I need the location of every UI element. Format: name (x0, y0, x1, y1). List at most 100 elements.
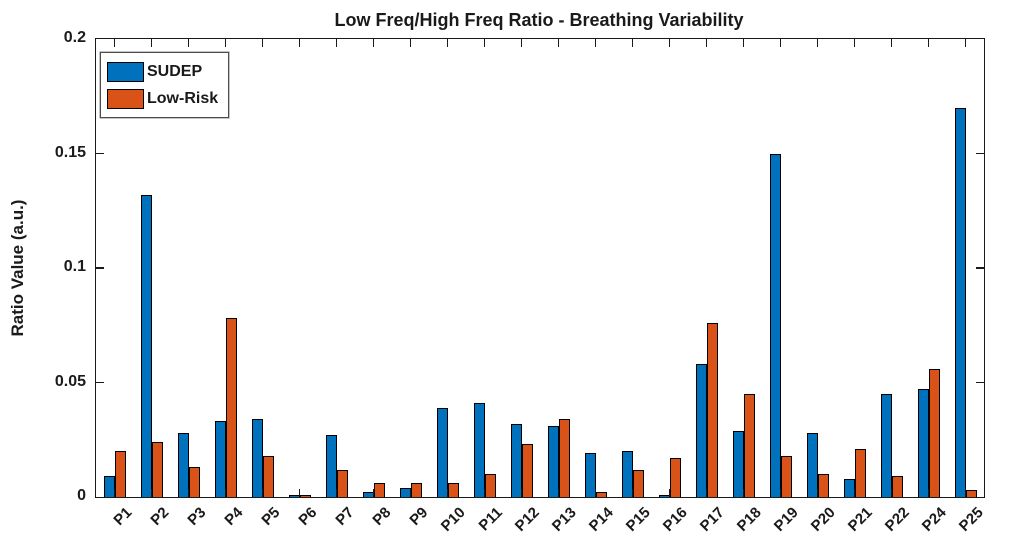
bar-sudep-p12 (510, 424, 522, 497)
x-tick-mark (150, 39, 153, 47)
x-tick-mark (668, 39, 671, 47)
bar-lowrisk-p16 (669, 458, 681, 497)
bar-sudep-p25 (954, 108, 966, 497)
x-tick-mark (631, 39, 634, 47)
bar-sudep-p4 (214, 421, 226, 497)
x-tick-mark (298, 489, 301, 497)
legend: SUDEP Low-Risk (100, 52, 230, 118)
x-tick-label-p16: P16 (659, 504, 691, 535)
x-tick-mark (224, 489, 227, 497)
bar-sudep-p2 (140, 195, 152, 497)
x-tick-mark (372, 39, 375, 47)
y-tick-mark (976, 381, 984, 384)
x-tick-mark (779, 489, 782, 497)
y-tick-mark (96, 381, 104, 384)
y-tick-label-0p15: 0.15 (54, 143, 86, 161)
x-tick-mark (187, 489, 190, 497)
x-tick-mark (150, 489, 153, 497)
legend-swatch-sudep (107, 61, 144, 82)
x-tick-label-p9: P9 (406, 504, 432, 530)
x-tick-label-p7: P7 (332, 504, 358, 530)
chart-title: Low Freq/High Freq Ratio - Breathing Var… (334, 10, 744, 30)
x-tick-label-p13: P13 (548, 504, 580, 535)
x-tick-mark (446, 39, 449, 47)
x-tick-label-p17: P17 (696, 504, 728, 535)
bar-sudep-p14 (584, 453, 596, 497)
y-tick-label-0p2: 0.2 (63, 29, 86, 46)
x-tick-mark (335, 39, 338, 47)
x-tick-label-p11: P11 (475, 504, 506, 535)
bar-lowrisk-p18 (743, 394, 755, 497)
x-tick-mark (964, 39, 967, 47)
x-tick-mark (668, 489, 671, 497)
bar-lowrisk-p10 (447, 483, 459, 497)
bar-lowrisk-p22 (891, 476, 903, 497)
x-tick-label-p6: P6 (295, 504, 321, 530)
x-tick-mark (298, 39, 301, 47)
bar-sudep-p21 (843, 479, 855, 497)
x-tick-mark (483, 489, 486, 497)
bar-lowrisk-p6 (299, 495, 311, 497)
bar-lowrisk-p13 (558, 419, 570, 497)
bar-sudep-p7 (325, 435, 337, 497)
x-tick-mark (890, 39, 893, 47)
x-tick-mark (890, 489, 893, 497)
x-tick-mark (853, 39, 856, 47)
x-tick-label-p4: P4 (221, 504, 247, 530)
x-tick-mark (742, 489, 745, 497)
x-tick-mark (779, 39, 782, 47)
x-tick-label-p24: P24 (918, 504, 950, 535)
x-tick-mark (631, 489, 634, 497)
x-tick-mark (927, 39, 930, 47)
x-tick-mark (705, 489, 708, 497)
bar-lowrisk-p7 (336, 470, 348, 497)
bar-sudep-p11 (473, 403, 485, 497)
bar-lowrisk-p14 (595, 492, 607, 497)
bar-sudep-p22 (880, 394, 892, 497)
bar-sudep-p17 (695, 364, 707, 497)
x-tick-mark (557, 489, 560, 497)
y-tick-label-0p1: 0.1 (63, 258, 86, 275)
bar-lowrisk-p15 (632, 470, 644, 497)
x-tick-label-p21: P21 (844, 504, 876, 535)
x-tick-label-p18: P18 (733, 504, 765, 535)
x-tick-mark (261, 489, 264, 497)
x-tick-label-p20: P20 (807, 504, 839, 535)
y-tick-mark (976, 152, 984, 155)
x-tick-mark (261, 39, 264, 47)
bar-lowrisk-p24 (928, 369, 940, 497)
x-tick-mark (113, 39, 116, 47)
x-tick-label-p3: P3 (184, 504, 210, 530)
x-tick-label-p22: P22 (881, 504, 913, 535)
y-tick-mark (976, 267, 984, 269)
legend-label-lowrisk: Low-Risk (147, 89, 219, 107)
legend-swatch-lowrisk (107, 88, 144, 109)
legend-label-sudep: SUDEP (147, 62, 203, 80)
bar-lowrisk-p20 (817, 474, 829, 497)
bar-sudep-p13 (547, 426, 559, 497)
x-tick-label-p8: P8 (369, 504, 395, 530)
bar-lowrisk-p9 (410, 483, 422, 497)
legend-entry-lowrisk: Low-Risk (107, 85, 218, 112)
x-tick-mark (520, 39, 523, 47)
bar-lowrisk-p11 (484, 474, 496, 497)
bar-lowrisk-p19 (780, 456, 792, 497)
plot-area: SUDEP Low-Risk (95, 38, 985, 498)
bar-lowrisk-p25 (965, 490, 977, 497)
bar-lowrisk-p5 (262, 456, 274, 497)
x-tick-mark (446, 489, 449, 497)
x-tick-label-p25: P25 (955, 504, 987, 535)
bar-sudep-p5 (251, 419, 263, 497)
x-tick-mark (557, 39, 560, 47)
x-tick-mark (705, 39, 708, 47)
bar-sudep-p19 (769, 154, 781, 497)
x-tick-mark (742, 39, 745, 47)
x-tick-label-p10: P10 (437, 504, 469, 535)
x-tick-mark (335, 489, 338, 497)
x-tick-mark (409, 39, 412, 47)
x-tick-mark (927, 489, 930, 497)
y-tick-label-0: 0 (77, 487, 86, 504)
y-tick-mark (96, 267, 104, 269)
x-tick-mark (224, 39, 227, 47)
x-tick-mark (964, 489, 967, 497)
